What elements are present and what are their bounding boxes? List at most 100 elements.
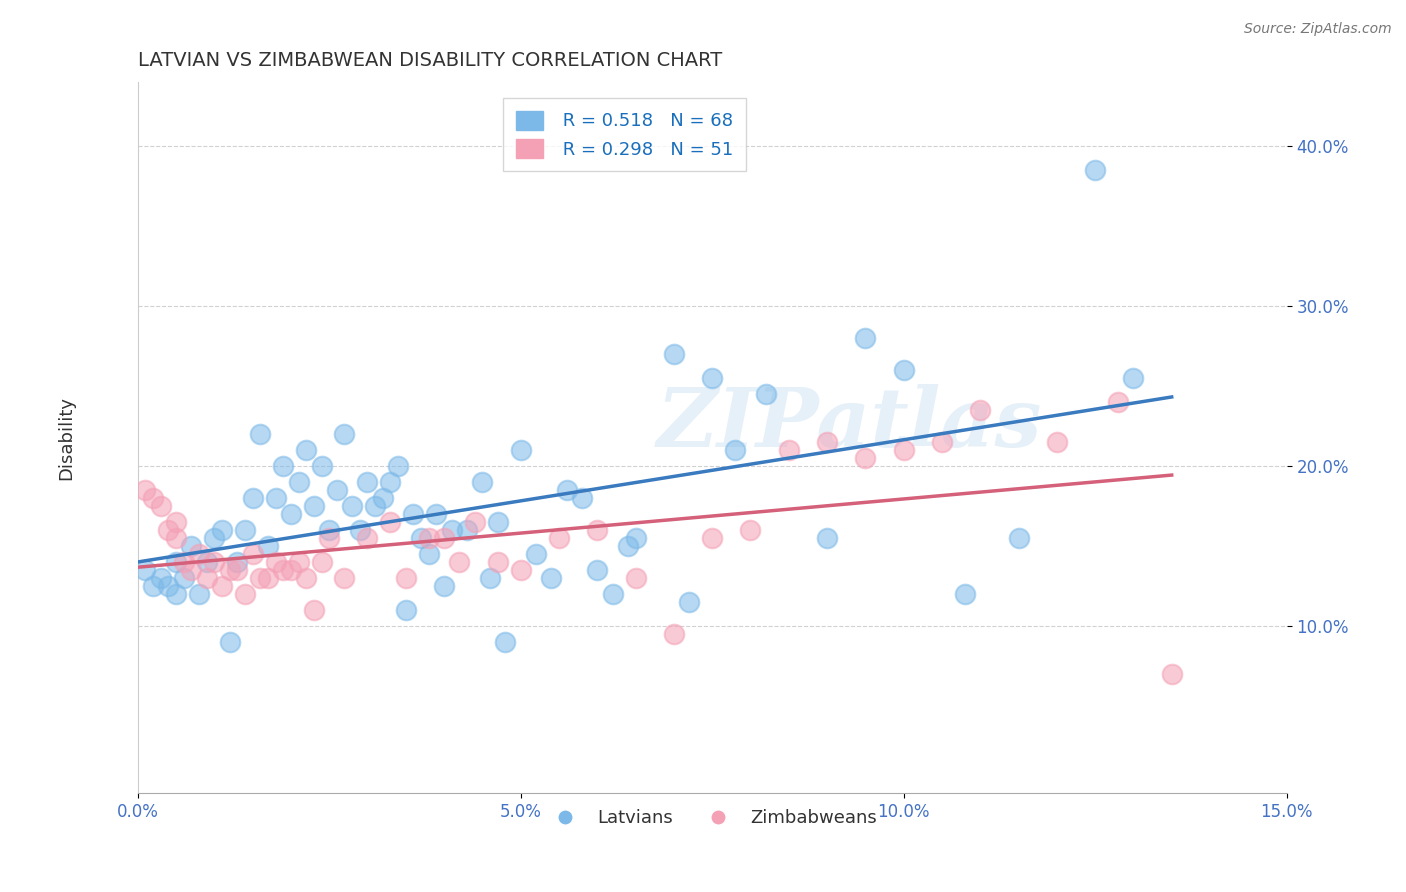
Point <box>371 491 394 505</box>
Point <box>349 523 371 537</box>
Point <box>409 531 432 545</box>
Point <box>893 363 915 377</box>
Point <box>165 515 187 529</box>
Point <box>340 499 363 513</box>
Point <box>142 491 165 505</box>
Point <box>586 523 609 537</box>
Point <box>1122 371 1144 385</box>
Point <box>333 426 356 441</box>
Point <box>202 531 225 545</box>
Point <box>540 571 562 585</box>
Point <box>449 555 471 569</box>
Point <box>395 571 418 585</box>
Point <box>456 523 478 537</box>
Point <box>479 571 502 585</box>
Y-axis label: Disability: Disability <box>58 396 75 480</box>
Point <box>700 531 723 545</box>
Point <box>486 515 509 529</box>
Point <box>440 523 463 537</box>
Point <box>494 634 516 648</box>
Point <box>302 602 325 616</box>
Point <box>524 547 547 561</box>
Point <box>700 371 723 385</box>
Point <box>1084 163 1107 178</box>
Point <box>509 563 531 577</box>
Point <box>953 587 976 601</box>
Point <box>433 579 456 593</box>
Point <box>624 571 647 585</box>
Point <box>356 531 378 545</box>
Point <box>311 458 333 473</box>
Point <box>157 579 180 593</box>
Point <box>180 539 202 553</box>
Point <box>134 483 156 497</box>
Point <box>173 555 195 569</box>
Point <box>218 634 240 648</box>
Point <box>318 523 340 537</box>
Point <box>418 531 440 545</box>
Point <box>218 563 240 577</box>
Point <box>617 539 640 553</box>
Point <box>287 475 309 489</box>
Point <box>226 563 249 577</box>
Point <box>271 563 294 577</box>
Point <box>509 442 531 457</box>
Point <box>295 571 318 585</box>
Point <box>134 563 156 577</box>
Point <box>264 491 287 505</box>
Point <box>249 571 271 585</box>
Point <box>364 499 387 513</box>
Point <box>211 523 233 537</box>
Point <box>853 331 876 345</box>
Point <box>142 579 165 593</box>
Point <box>211 579 233 593</box>
Point <box>778 442 800 457</box>
Point <box>815 434 838 449</box>
Text: ZIPatlas: ZIPatlas <box>657 384 1043 464</box>
Point <box>395 602 418 616</box>
Point <box>486 555 509 569</box>
Point <box>586 563 609 577</box>
Point <box>662 347 685 361</box>
Point <box>678 594 700 608</box>
Point <box>242 491 264 505</box>
Point <box>1160 666 1182 681</box>
Point <box>280 507 302 521</box>
Point <box>740 523 762 537</box>
Point <box>815 531 838 545</box>
Point <box>755 387 778 401</box>
Point <box>287 555 309 569</box>
Point <box>271 458 294 473</box>
Point <box>165 555 187 569</box>
Point <box>149 499 172 513</box>
Point <box>202 555 225 569</box>
Point <box>464 515 486 529</box>
Point <box>333 571 356 585</box>
Point <box>969 403 991 417</box>
Point <box>662 626 685 640</box>
Legend: Latvians, Zimbabweans: Latvians, Zimbabweans <box>540 802 884 834</box>
Point <box>226 555 249 569</box>
Point <box>555 483 578 497</box>
Point <box>264 555 287 569</box>
Point <box>402 507 425 521</box>
Point <box>249 426 271 441</box>
Point <box>893 442 915 457</box>
Point <box>195 555 218 569</box>
Point <box>931 434 953 449</box>
Text: LATVIAN VS ZIMBABWEAN DISABILITY CORRELATION CHART: LATVIAN VS ZIMBABWEAN DISABILITY CORRELA… <box>138 51 721 70</box>
Point <box>257 539 280 553</box>
Point <box>326 483 349 497</box>
Point <box>302 499 325 513</box>
Point <box>1007 531 1029 545</box>
Point <box>149 571 172 585</box>
Point <box>188 587 211 601</box>
Point <box>318 531 340 545</box>
Point <box>356 475 378 489</box>
Point <box>380 515 402 529</box>
Point <box>280 563 302 577</box>
Point <box>548 531 571 545</box>
Point <box>257 571 280 585</box>
Point <box>242 547 264 561</box>
Point <box>387 458 409 473</box>
